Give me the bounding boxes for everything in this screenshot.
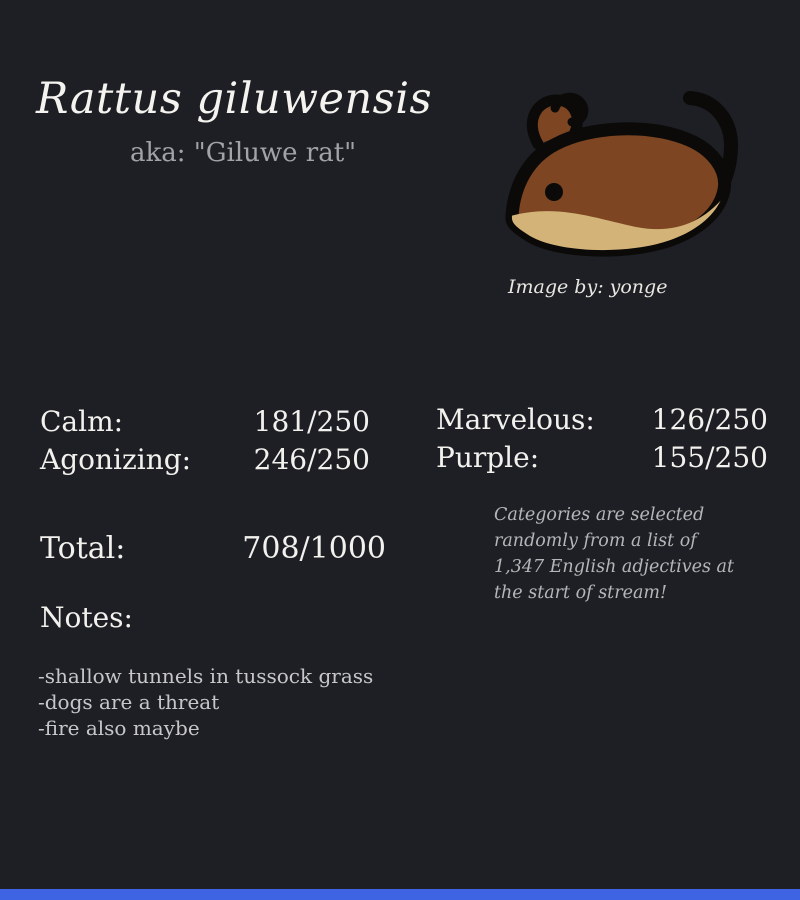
rating-row: Purple: 155/250 <box>436 439 768 477</box>
rating-label: Purple: <box>436 441 540 474</box>
total-value: 708/1000 <box>242 531 386 566</box>
ratings-right-column: Marvelous: 126/250 Purple: 155/250 <box>436 401 768 477</box>
species-title: Rattus giluwensis <box>36 74 433 124</box>
note-item: -shallow tunnels in tussock grass <box>38 664 374 688</box>
rating-value: 246/250 <box>253 443 370 476</box>
rating-label: Agonizing: <box>40 443 192 476</box>
species-subtitle: aka: "Giluwe rat" <box>130 138 357 168</box>
note-item: -dogs are a threat <box>38 690 220 714</box>
note-item: -fire also maybe <box>38 716 200 740</box>
rat-ear-curl <box>550 92 589 127</box>
total-row: Total: 708/1000 <box>40 529 386 569</box>
rating-row: Marvelous: 126/250 <box>436 401 768 439</box>
notes-list: -shallow tunnels in tussock grass -dogs … <box>38 663 373 741</box>
rating-value: 126/250 <box>651 403 768 436</box>
total-label: Total: <box>40 531 126 566</box>
ratings-left-column: Calm: 181/250 Agonizing: 246/250 <box>40 403 370 479</box>
rating-label: Marvelous: <box>436 403 595 436</box>
bottom-accent-bar <box>0 889 800 900</box>
rating-value: 181/250 <box>253 405 370 438</box>
category-disclaimer: Categories are selected randomly from a … <box>494 505 735 603</box>
rat-eye <box>545 183 563 201</box>
rating-label: Calm: <box>40 405 124 438</box>
rating-row: Agonizing: 246/250 <box>40 441 370 479</box>
rating-value: 155/250 <box>651 441 768 474</box>
image-credit: Image by: yonge <box>508 276 668 298</box>
rat-drawing-icon <box>505 91 738 257</box>
rating-row: Calm: 181/250 <box>40 403 370 441</box>
notes-heading: Notes: <box>40 601 133 634</box>
